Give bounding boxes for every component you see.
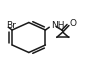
Text: O: O [70, 19, 77, 28]
Text: Br: Br [6, 21, 16, 30]
Text: NH: NH [51, 21, 64, 30]
